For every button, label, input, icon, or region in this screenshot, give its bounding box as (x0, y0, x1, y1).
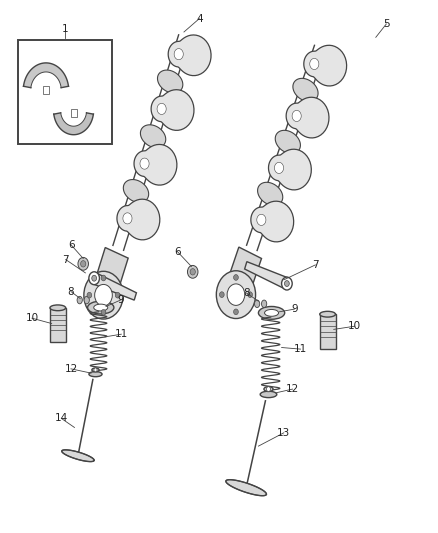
Ellipse shape (88, 301, 114, 314)
Circle shape (187, 265, 198, 278)
Text: 6: 6 (68, 240, 75, 250)
Ellipse shape (254, 300, 260, 308)
Text: 9: 9 (117, 295, 124, 305)
Polygon shape (123, 213, 132, 224)
Polygon shape (310, 59, 319, 69)
Polygon shape (286, 97, 329, 138)
Text: 6: 6 (174, 247, 181, 256)
Polygon shape (292, 110, 301, 122)
Text: 7: 7 (62, 255, 69, 264)
Text: 11: 11 (115, 329, 128, 339)
Bar (50, 308, 66, 342)
Polygon shape (275, 131, 300, 154)
Ellipse shape (258, 306, 285, 319)
Bar (43, 86, 49, 94)
Ellipse shape (50, 305, 66, 311)
Text: 13: 13 (277, 428, 290, 438)
Circle shape (78, 257, 88, 270)
Text: 12: 12 (286, 384, 299, 394)
Circle shape (115, 292, 120, 298)
Polygon shape (141, 125, 166, 148)
Ellipse shape (260, 391, 277, 398)
Circle shape (233, 309, 238, 314)
Polygon shape (24, 63, 68, 88)
Bar (71, 109, 77, 117)
Circle shape (282, 277, 292, 290)
Polygon shape (168, 35, 211, 76)
Circle shape (94, 368, 97, 372)
Text: 10: 10 (25, 313, 39, 323)
Polygon shape (174, 49, 183, 60)
Circle shape (233, 274, 238, 280)
Polygon shape (257, 214, 266, 225)
Circle shape (81, 261, 86, 267)
Polygon shape (54, 113, 93, 135)
Polygon shape (304, 45, 346, 86)
Ellipse shape (264, 387, 273, 391)
Text: 8: 8 (67, 287, 74, 296)
Text: 11: 11 (294, 344, 307, 354)
Polygon shape (92, 247, 128, 301)
Text: 9: 9 (291, 304, 298, 314)
Circle shape (227, 284, 245, 305)
Polygon shape (117, 199, 160, 240)
Circle shape (84, 271, 123, 319)
Text: 5: 5 (383, 19, 390, 29)
Text: 14: 14 (55, 414, 68, 423)
Polygon shape (245, 262, 289, 289)
Circle shape (95, 285, 112, 306)
Bar (18, 40, 112, 144)
Polygon shape (134, 144, 177, 185)
Polygon shape (258, 182, 283, 205)
Polygon shape (268, 149, 311, 190)
Ellipse shape (89, 372, 102, 377)
Polygon shape (157, 103, 166, 115)
Circle shape (285, 280, 289, 287)
Circle shape (87, 292, 92, 298)
Circle shape (89, 272, 99, 285)
Polygon shape (226, 480, 266, 496)
Ellipse shape (320, 311, 336, 317)
Ellipse shape (261, 300, 267, 308)
Text: 8: 8 (243, 288, 250, 298)
Text: 4: 4 (196, 14, 203, 23)
Polygon shape (140, 158, 149, 169)
Polygon shape (225, 247, 261, 300)
Circle shape (219, 292, 224, 297)
Ellipse shape (265, 310, 279, 316)
Circle shape (248, 292, 252, 297)
Text: 12: 12 (64, 364, 78, 374)
Polygon shape (275, 163, 283, 173)
Circle shape (92, 275, 96, 281)
Polygon shape (251, 201, 294, 242)
Circle shape (101, 310, 106, 315)
Ellipse shape (94, 304, 108, 311)
Polygon shape (151, 90, 194, 131)
Polygon shape (124, 180, 148, 203)
Ellipse shape (92, 368, 99, 372)
Text: 10: 10 (348, 321, 361, 331)
Polygon shape (293, 78, 318, 101)
Text: 7: 7 (312, 260, 319, 270)
Ellipse shape (77, 296, 82, 304)
Bar (320, 314, 336, 349)
Circle shape (101, 275, 106, 281)
Circle shape (216, 271, 256, 319)
Circle shape (190, 269, 195, 275)
Polygon shape (62, 450, 94, 462)
Text: 1: 1 (61, 25, 68, 34)
Polygon shape (158, 70, 183, 93)
Polygon shape (92, 273, 136, 300)
Circle shape (266, 386, 271, 392)
Ellipse shape (84, 296, 89, 304)
